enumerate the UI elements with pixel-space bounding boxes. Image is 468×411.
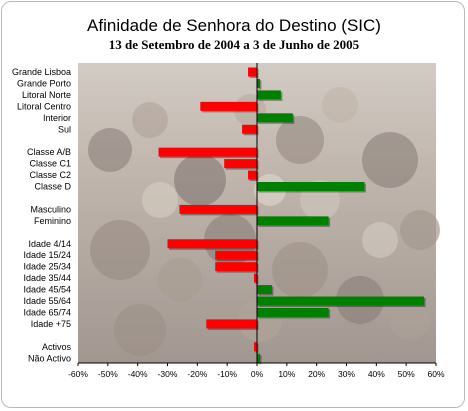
bar-classe-a-b xyxy=(158,147,257,157)
x-tick-label: 30% xyxy=(338,369,355,379)
bar-litoral-centro xyxy=(200,101,257,111)
x-tick-label: 10% xyxy=(278,369,295,379)
bar-litoral-norte xyxy=(257,90,281,100)
bar-grande-lisboa xyxy=(248,67,257,77)
category-label: Feminino xyxy=(34,216,71,226)
category-label: Idade +75 xyxy=(31,319,71,329)
x-tick-label: -50% xyxy=(98,369,118,379)
category-label: Litoral Norte xyxy=(22,90,71,100)
chart-title: Afinidade de Senhora do Destino (SIC) xyxy=(87,16,381,35)
category-label: Idade 35/44 xyxy=(23,273,71,283)
category-label: Idade 45/54 xyxy=(23,285,71,295)
category-label: Masculino xyxy=(30,204,71,214)
bar-activos xyxy=(254,342,257,352)
bar-n-o-activo xyxy=(257,353,260,363)
bar-interior xyxy=(257,113,293,123)
category-label: Classe A/B xyxy=(27,147,71,157)
chart-subtitle: 13 de Setembro de 2004 a 3 de Junho de 2… xyxy=(108,37,360,52)
category-label: Interior xyxy=(43,113,71,123)
bar-feminino xyxy=(257,216,329,226)
x-axis: -60% -50% -40% -30% -20% -10% 0% 10% 20% 30% 40% 50… xyxy=(68,63,445,379)
bar-idade-75 xyxy=(206,319,257,329)
bar-idade-35-44 xyxy=(254,273,257,283)
bar-idade-45-54 xyxy=(257,285,272,295)
category-label: Idade 65/74 xyxy=(23,307,71,317)
category-label: Grande Porto xyxy=(17,78,71,88)
category-label: Idade 25/34 xyxy=(23,262,71,272)
bar-sul xyxy=(242,124,257,134)
bar-idade-55-64 xyxy=(257,296,425,306)
bar-grande-porto xyxy=(257,78,260,88)
x-tick-label: -60% xyxy=(68,369,88,379)
bars-layer xyxy=(158,67,426,365)
x-tick-label: 20% xyxy=(308,369,325,379)
bar-masculino xyxy=(179,204,257,214)
x-tick-label: -10% xyxy=(217,369,237,379)
category-label: Não Activo xyxy=(28,353,71,363)
bar-idade-25-34 xyxy=(215,262,257,272)
category-label: Litoral Centro xyxy=(17,101,71,111)
category-label: Sul xyxy=(58,124,71,134)
category-label: Idade 55/64 xyxy=(23,296,71,306)
category-label: Idade 4/14 xyxy=(28,239,71,249)
x-tick-label: -40% xyxy=(128,369,148,379)
x-tick-label: -20% xyxy=(187,369,207,379)
x-tick-label: 50% xyxy=(398,369,415,379)
category-label: Activos xyxy=(42,342,72,352)
category-label: Classe C2 xyxy=(29,170,71,180)
bar-idade-4-14 xyxy=(167,239,257,249)
bar-classe-c1 xyxy=(224,159,257,169)
bar-classe-c2 xyxy=(248,170,257,180)
x-tick-label: -30% xyxy=(158,369,178,379)
category-label: Classe D xyxy=(34,182,71,192)
x-tick-label: 0% xyxy=(251,369,264,379)
category-label: Grande Lisboa xyxy=(12,67,71,77)
x-tick-label: 40% xyxy=(368,369,385,379)
x-tick-label: 60% xyxy=(427,369,444,379)
bar-idade-15-24 xyxy=(215,250,257,260)
bar-classe-d xyxy=(257,182,365,191)
category-label: Idade 15/24 xyxy=(23,250,71,260)
bar-idade-65-74 xyxy=(257,307,329,317)
category-label: Classe C1 xyxy=(29,159,71,169)
